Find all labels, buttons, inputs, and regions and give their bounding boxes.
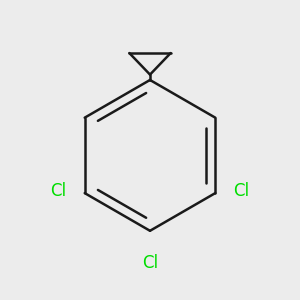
Text: Cl: Cl <box>142 254 158 272</box>
Text: Cl: Cl <box>233 182 249 200</box>
Text: Cl: Cl <box>51 182 67 200</box>
